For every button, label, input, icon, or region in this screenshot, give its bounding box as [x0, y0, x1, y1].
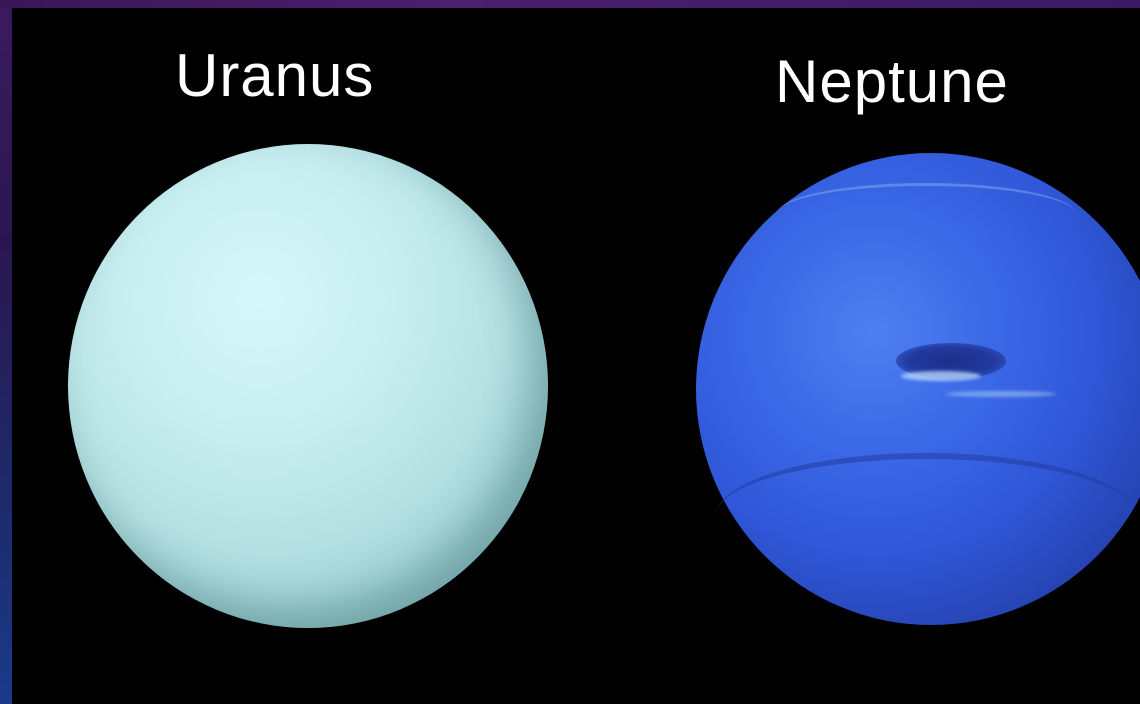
neptune-storm-cloud	[901, 371, 981, 381]
uranus-planet	[68, 144, 548, 628]
slide-top-border	[0, 0, 1140, 8]
planet-comparison-photo: Uranus Neptune	[12, 8, 1140, 704]
neptune-label: Neptune	[775, 48, 1009, 115]
neptune-planet	[696, 153, 1140, 625]
neptune-cloud-streak	[946, 391, 1056, 397]
uranus-label: Uranus	[175, 42, 375, 109]
neptune-planet-group	[696, 153, 1140, 625]
